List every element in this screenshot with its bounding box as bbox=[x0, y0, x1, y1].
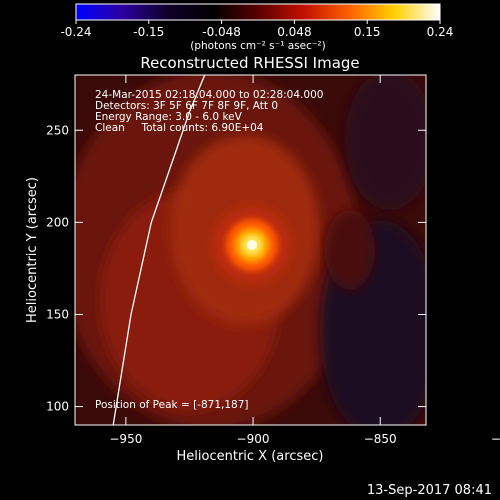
timestamp: 13-Sep-2017 08:41 bbox=[366, 483, 492, 498]
solar-limb-line bbox=[112, 75, 206, 425]
y-tick-label: 250 bbox=[46, 123, 69, 137]
chart-title: Reconstructed RHESSI Image bbox=[140, 54, 359, 72]
annotation-detectors: Detectors: 3F 5F 6F 7F 8F 9F, Att 0 bbox=[95, 100, 278, 112]
annotation-energy-range: Energy Range: 3.0 - 6.0 keV bbox=[95, 111, 243, 123]
colorbar-tick-label: 0.15 bbox=[354, 25, 381, 39]
colorbar-tick-label: 0.048 bbox=[277, 25, 311, 39]
x-axis: −950 −900 −850 −800 bbox=[109, 75, 500, 446]
colorbar-tick-label: -0.15 bbox=[133, 25, 164, 39]
x-axis-label: Heliocentric X (arcsec) bbox=[177, 449, 324, 464]
y-tick-label: 100 bbox=[46, 400, 69, 414]
colorbar-tick-label: 0.24 bbox=[427, 25, 454, 39]
colorbar bbox=[75, 3, 441, 21]
colorbar-ticks: -0.24 -0.15 -0.048 0.048 0.15 0.24 bbox=[60, 20, 453, 39]
annotation-total-counts: Clean Total counts: 6.90E+04 bbox=[95, 122, 264, 134]
y-axis-label: Heliocentric Y (arcsec) bbox=[25, 177, 40, 323]
annotation-time-range: 24-Mar-2015 02:18:04.000 to 02:28:04.000 bbox=[95, 89, 323, 101]
plot-frame bbox=[74, 74, 427, 426]
y-tick-label: 150 bbox=[46, 307, 69, 321]
colorbar-units-label: (photons cm⁻² s⁻¹ asec⁻²) bbox=[190, 40, 325, 52]
x-tick-label: −850 bbox=[364, 432, 397, 446]
y-axis: 100 150 200 250 bbox=[46, 123, 426, 414]
heatmap-image bbox=[75, 75, 426, 425]
x-tick-label: −800 bbox=[491, 432, 500, 446]
colorbar-tick-label: -0.048 bbox=[202, 25, 241, 39]
y-tick-label: 200 bbox=[46, 215, 69, 229]
x-tick-label: −900 bbox=[237, 432, 270, 446]
x-tick-label: −950 bbox=[109, 432, 142, 446]
colorbar-tick-label: -0.24 bbox=[60, 25, 91, 39]
peak-position-label: Position of Peak = [-871,187] bbox=[95, 399, 249, 411]
